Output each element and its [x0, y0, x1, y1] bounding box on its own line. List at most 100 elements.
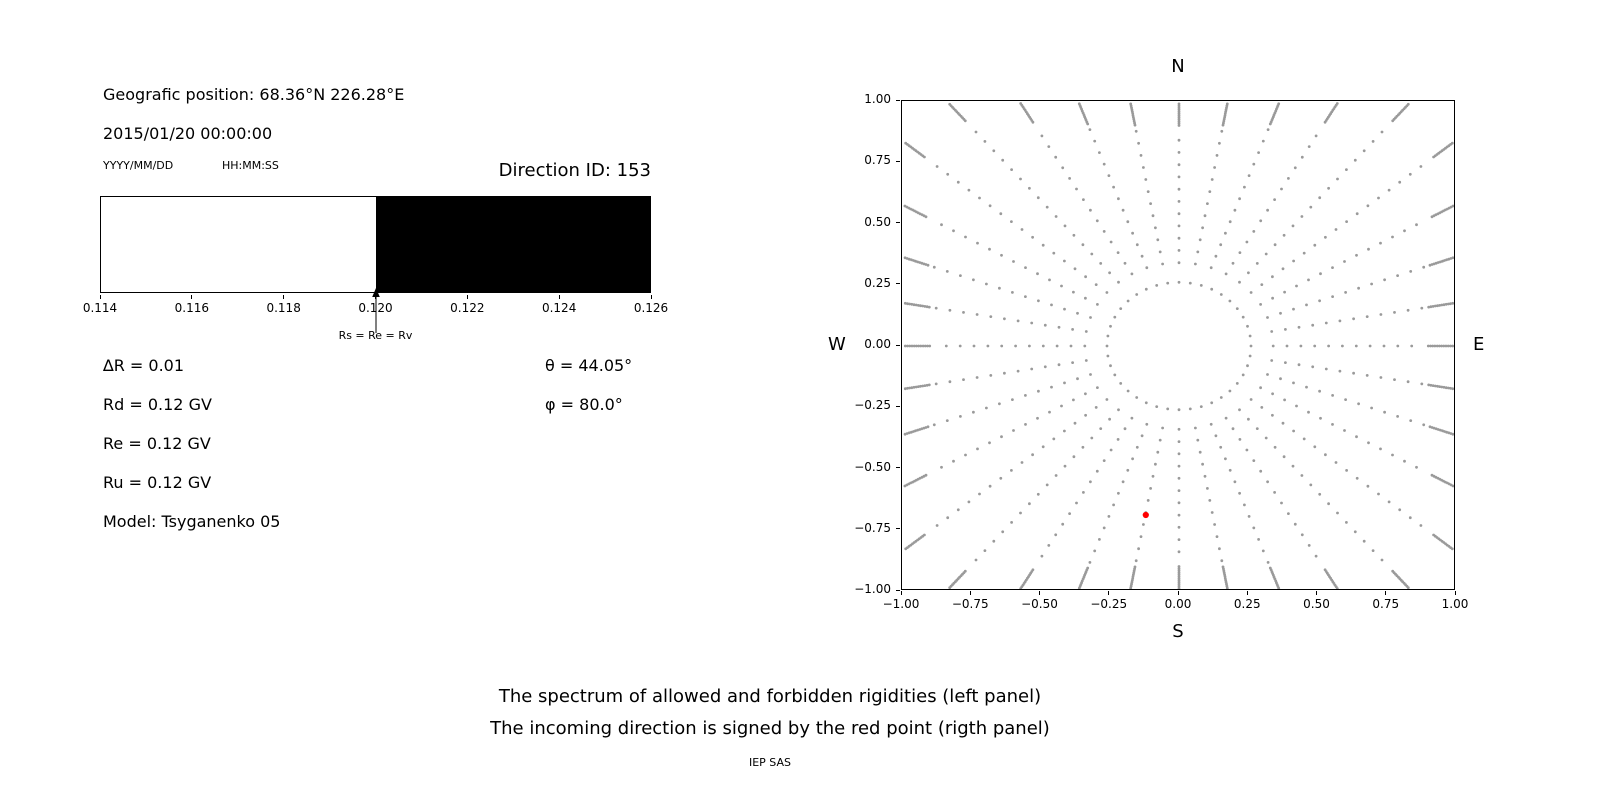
- direction-dot: [978, 492, 981, 496]
- direction-dot: [1309, 483, 1313, 487]
- direction-dot: [1440, 303, 1444, 307]
- direction-dot: [1345, 220, 1348, 223]
- direction-dot: [967, 500, 971, 504]
- direction-dot: [910, 258, 913, 262]
- direction-dot: [1116, 438, 1120, 441]
- direction-dot: [1380, 558, 1384, 562]
- direction-dot: [1429, 383, 1433, 387]
- direction-dot: [917, 385, 920, 388]
- direction-dot: [920, 261, 924, 265]
- direction-dot: [1436, 428, 1440, 431]
- direction-dot: [1177, 106, 1181, 110]
- direction-dot: [1334, 228, 1338, 231]
- y-tick-label: −0.50: [854, 459, 891, 474]
- direction-dot: [1010, 168, 1013, 171]
- direction-dot: [1098, 538, 1101, 541]
- direction-dot: [1063, 307, 1066, 311]
- direction-dot: [1019, 587, 1023, 589]
- direction-dot: [1061, 522, 1065, 526]
- direction-dot: [1037, 389, 1040, 393]
- direction-dot: [1028, 186, 1031, 190]
- direction-dot: [1019, 102, 1023, 105]
- direction-dot: [935, 165, 939, 168]
- direction-dot: [1387, 500, 1391, 504]
- inner-ring-dot: [1219, 293, 1223, 296]
- direction-dot: [910, 386, 914, 390]
- direction-dot: [1177, 104, 1181, 108]
- direction-dot: [1134, 559, 1138, 563]
- direction-dot: [916, 260, 919, 264]
- x-tick-label: −0.50: [1021, 597, 1058, 611]
- direction-dot: [1105, 291, 1109, 294]
- direction-dot: [1177, 489, 1181, 492]
- direction-dot: [1050, 303, 1053, 307]
- direction-dot: [926, 344, 929, 348]
- direction-dot: [1075, 187, 1078, 191]
- direction-dot: [915, 344, 918, 348]
- direction-dot: [1426, 344, 1430, 348]
- direction-dot: [1139, 535, 1143, 538]
- direction-dot: [1446, 344, 1450, 348]
- direction-dot: [1428, 425, 1432, 429]
- direction-dot: [956, 180, 960, 184]
- x-tick-label: −1.00: [882, 597, 920, 611]
- direction-dot: [1177, 572, 1181, 576]
- direction-dot: [1137, 141, 1140, 145]
- direction-dot: [948, 380, 952, 384]
- x-tick-mark: [969, 591, 971, 595]
- direction-dot: [1057, 325, 1061, 329]
- direction-dot: [1300, 533, 1304, 537]
- spectrum-tick-label: 0.114: [82, 301, 118, 315]
- direction-dot: [1277, 586, 1281, 589]
- direction-dot: [1406, 308, 1410, 312]
- direction-dot: [976, 241, 979, 245]
- direction-dot: [1117, 280, 1120, 284]
- direction-dot: [1177, 224, 1181, 228]
- inner-ring-dot: [1228, 389, 1232, 393]
- direction-dot: [1442, 303, 1446, 307]
- direction-dot: [988, 247, 991, 251]
- y-tick-label: 0.75: [864, 153, 891, 168]
- direction-dot: [1077, 102, 1081, 106]
- direction-dot: [912, 385, 916, 389]
- direction-dot: [1041, 243, 1045, 247]
- inner-ring-dot: [1228, 299, 1232, 303]
- direction-dot: [1450, 547, 1454, 551]
- direction-dot: [1117, 197, 1120, 201]
- direction-dot: [1266, 128, 1270, 131]
- direction-dot: [1233, 208, 1237, 212]
- direction-dot: [1406, 380, 1410, 384]
- direction-dot: [1096, 303, 1099, 306]
- direction-dot: [956, 508, 960, 512]
- direction-dot: [946, 172, 950, 176]
- x-tick-label: 0.00: [1164, 597, 1192, 611]
- direction-dot: [1177, 124, 1181, 127]
- spectrum-tick-label: 0.126: [633, 301, 669, 315]
- direction-dot: [1245, 448, 1249, 452]
- direction-dot: [1403, 459, 1406, 463]
- direction-dot: [1083, 344, 1087, 348]
- direction-dot: [1177, 151, 1181, 154]
- direction-dot: [1238, 197, 1241, 201]
- direction-dot: [1177, 175, 1181, 179]
- direction-dot: [1126, 220, 1130, 224]
- phi-text: φ = 80.0°: [545, 395, 623, 414]
- direction-dot: [999, 476, 1003, 480]
- direction-dot: [945, 419, 949, 422]
- direction-dot: [1447, 302, 1450, 306]
- direction-dot: [1010, 521, 1013, 524]
- direction-dot: [1121, 480, 1125, 484]
- direction-dot: [1030, 367, 1034, 371]
- direction-dot: [1309, 205, 1313, 209]
- direction-dot: [905, 432, 909, 435]
- theta-text: θ = 44.05°: [545, 356, 633, 375]
- x-tick-label: 0.75: [1372, 597, 1400, 611]
- direction-dot: [1408, 516, 1412, 520]
- direction-dot: [1036, 272, 1039, 276]
- direction-dot: [1283, 398, 1286, 402]
- inner-ring-dot: [1177, 280, 1181, 284]
- direction-dot: [1406, 102, 1410, 106]
- direction-dot: [1379, 376, 1383, 379]
- direction-dot: [1048, 278, 1051, 282]
- direction-dot: [1177, 440, 1181, 443]
